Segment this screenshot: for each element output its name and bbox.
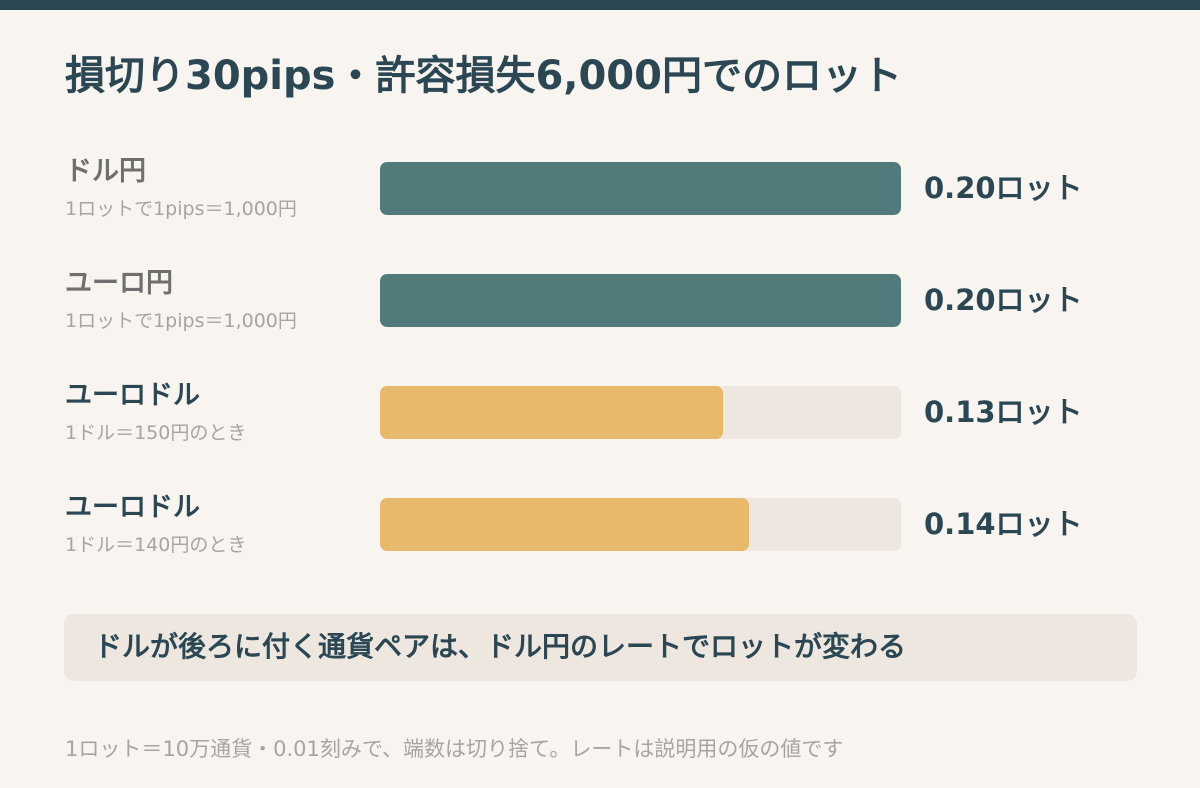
chart-row: ユーロ円 1ロットで1pips＝1,000円 0.20ロット (0, 266, 1200, 346)
bar-track (380, 498, 901, 551)
value-label: 0.13ロット (924, 395, 1083, 429)
value-label: 0.20ロット (924, 283, 1083, 317)
page-title: 損切り30pips・許容損失6,000円でのロット (65, 53, 902, 99)
category-label: ドル円 (65, 156, 146, 187)
bar (380, 386, 723, 439)
bar-track (380, 386, 901, 439)
category-sublabel: 1ドル＝140円のとき (65, 534, 247, 556)
chart-row: ユーロドル 1ドル＝140円のとき 0.14ロット (0, 490, 1200, 570)
chart-row: ユーロドル 1ドル＝150円のとき 0.13ロット (0, 378, 1200, 458)
bar (380, 162, 901, 215)
callout-text: ドルが後ろに付く通貨ペアは、ドル円のレートでロットが変わる (94, 630, 907, 663)
value-label: 0.20ロット (924, 171, 1083, 205)
chart-row: ドル円 1ロットで1pips＝1,000円 0.20ロット (0, 154, 1200, 234)
footnote: 1ロット＝10万通貨・0.01刻みで、端数は切り捨て。レートは説明用の仮の値です (65, 737, 844, 761)
value-label: 0.14ロット (924, 507, 1083, 541)
bar-track (380, 162, 901, 215)
bar (380, 274, 901, 327)
bar (380, 498, 749, 551)
category-sublabel: 1ロットで1pips＝1,000円 (65, 310, 297, 332)
category-label: ユーロドル (65, 492, 200, 523)
bar-track (380, 274, 901, 327)
header-accent-bar (0, 0, 1200, 10)
callout-box: ドルが後ろに付く通貨ペアは、ドル円のレートでロットが変わる (64, 614, 1137, 681)
category-label: ユーロドル (65, 380, 200, 411)
category-label: ユーロ円 (65, 268, 173, 299)
category-sublabel: 1ロットで1pips＝1,000円 (65, 198, 297, 220)
category-sublabel: 1ドル＝150円のとき (65, 422, 247, 444)
